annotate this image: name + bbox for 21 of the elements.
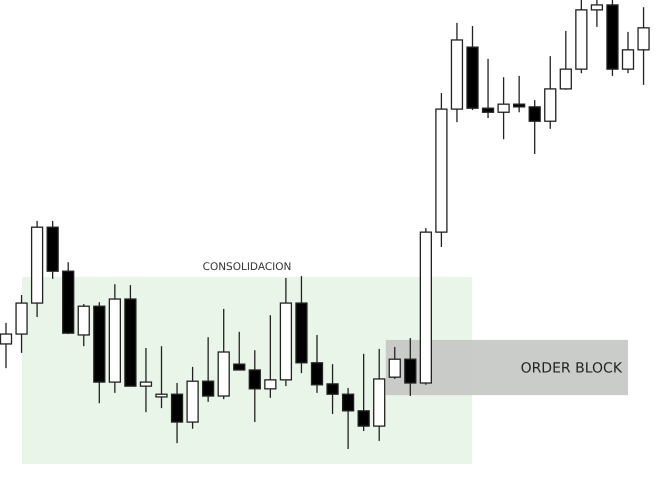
candlestick bbox=[497, 76, 510, 140]
candlestick bbox=[528, 99, 541, 155]
candlestick bbox=[310, 334, 324, 394]
candlestick bbox=[513, 75, 526, 113]
candlestick bbox=[264, 314, 276, 398]
candlestick bbox=[326, 363, 339, 415]
candlestick bbox=[637, 6, 650, 86]
candlestick bbox=[388, 346, 401, 380]
band-label: ORDER BLOCK bbox=[520, 360, 623, 377]
candlestick bbox=[342, 387, 354, 450]
candlestick bbox=[622, 31, 634, 74]
candlestick bbox=[482, 58, 494, 119]
candlestick bbox=[202, 336, 214, 403]
candlestick bbox=[140, 347, 152, 413]
candlestick bbox=[155, 346, 168, 409]
candlestick bbox=[404, 337, 416, 397]
candlestick bbox=[248, 350, 261, 423]
candlestick bbox=[560, 30, 572, 90]
candlestick bbox=[358, 353, 370, 432]
candlestick bbox=[233, 331, 246, 371]
annotation: CONSOLIDACION bbox=[202, 261, 292, 273]
